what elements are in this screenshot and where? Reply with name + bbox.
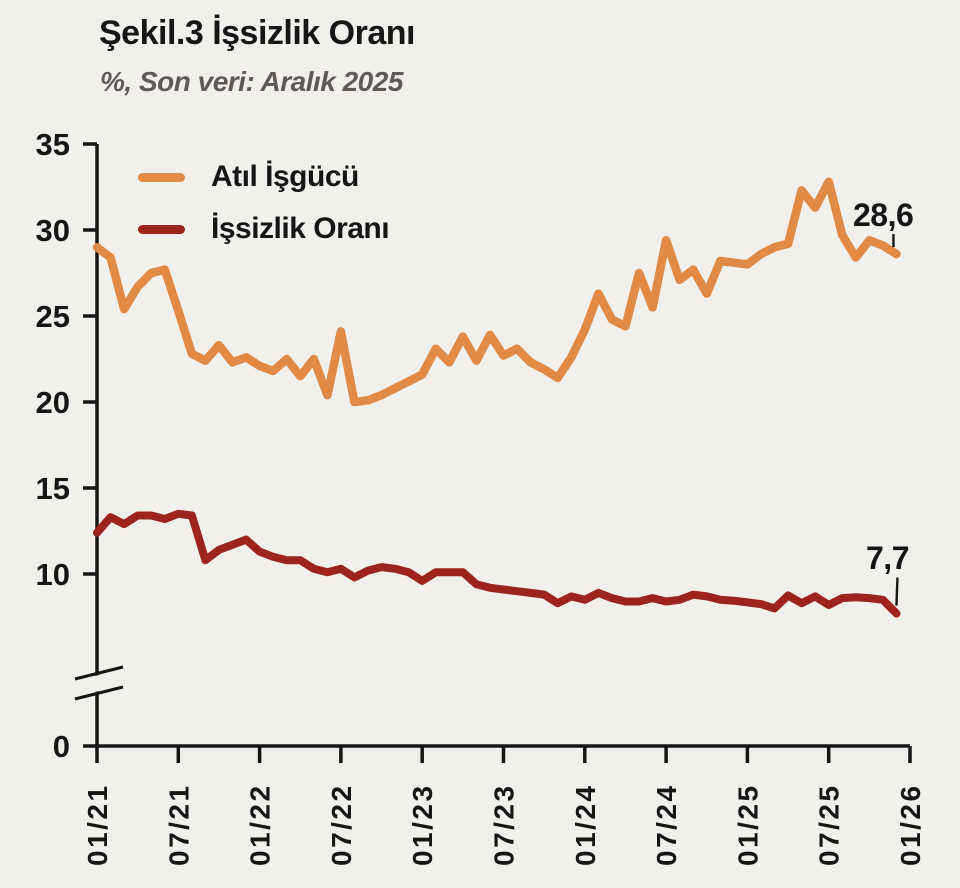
chart-subtitle: %, Son veri: Aralık 2025 [100, 66, 403, 97]
x-tick-label: 01/25 [732, 783, 763, 866]
legend-item-atil-isgucu: Atıl İşgücü [138, 158, 389, 196]
legend: Atıl İşgücü İşsizlik Oranı [138, 158, 390, 262]
legend-swatch-red-line [138, 224, 185, 234]
series-line-atil-isgucu [92, 177, 901, 407]
x-tick-label: 07/24 [651, 783, 682, 866]
legend-label-issizlik-orani: İşsizlik Oranı [211, 212, 390, 245]
x-tick-label: 01/24 [570, 783, 601, 866]
y-tick-label: 35 [36, 127, 70, 162]
axis-break-line [74, 665, 124, 681]
y-tick-label: 10 [36, 557, 70, 592]
y-tick-label: 20 [36, 385, 70, 420]
x-tick-label: 01/22 [245, 783, 276, 866]
y-tick-label: 25 [36, 299, 70, 334]
leader-red-label [895, 577, 899, 606]
y-tick-label: 0 [53, 729, 70, 764]
x-tick-label: 07/25 [814, 783, 845, 866]
legend-item-issizlik-orani: İşsizlik Oranı [138, 210, 390, 248]
last-value-label-issizlik-orani: 7,7 [866, 540, 909, 576]
legend-swatch-orange-line [138, 172, 185, 182]
x-tick-label: 07/23 [489, 783, 520, 866]
x-tick-label: 01/23 [407, 783, 438, 866]
chart-title: Şekil.3 İşsizlik Oranı [99, 14, 415, 52]
axis-break-mask [75, 669, 123, 697]
last-value-label-atil-isgucu: 28,6 [853, 197, 914, 233]
x-tick-label: 01/26 [895, 783, 926, 866]
x-tick-label: 07/21 [163, 783, 194, 866]
x-tick-label: 01/21 [82, 783, 113, 866]
legend-label-atil-isgucu: Atıl İşgücü [211, 160, 359, 193]
y-tick-label: 15 [36, 471, 70, 506]
series-line-issizlik-orani [93, 509, 901, 618]
y-tick-label: 30 [36, 213, 70, 248]
axes [95, 144, 910, 748]
x-tick-label: 07/22 [326, 783, 357, 866]
axis-break-line [74, 685, 124, 701]
